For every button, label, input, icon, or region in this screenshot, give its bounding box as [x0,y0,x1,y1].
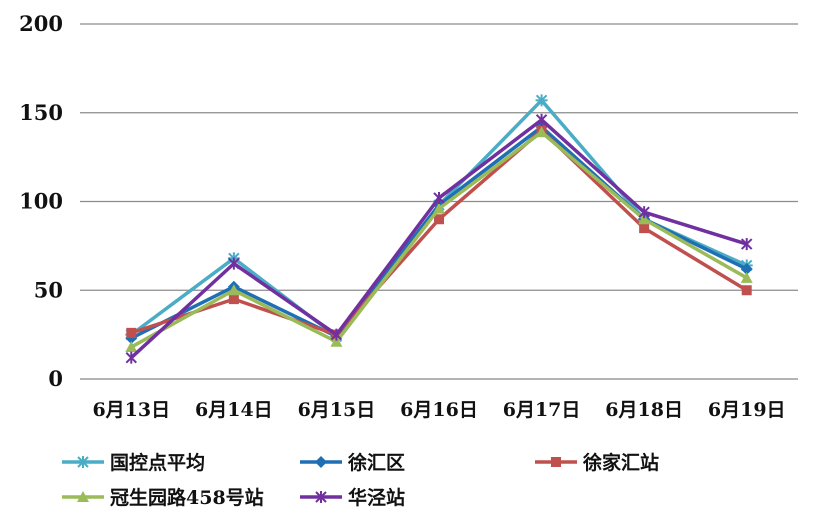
legend-label: 冠生园路458号站 [110,486,264,509]
data-point [535,113,548,126]
legend-item: 徐家汇站 [535,451,659,474]
x-tick-label: 6月18日 [605,399,683,421]
legend-item: 徐汇区 [300,451,405,474]
y-tick-label: 150 [19,100,63,125]
legend-marker [315,491,327,503]
data-point [740,271,753,283]
legend-label: 国控点平均 [110,451,205,474]
legend-item: 国控点平均 [62,451,205,474]
data-point [741,285,752,296]
y-tick-label: 50 [34,277,63,302]
data-point [125,351,137,364]
data-point [638,213,651,225]
series-4 [125,126,753,353]
legend-label: 徐家汇站 [582,451,659,474]
data-point [741,238,753,251]
legend-marker [77,491,89,502]
data-point [433,191,445,204]
data-point [125,341,138,353]
series-line [130,128,748,337]
x-tick-label: 6月17日 [503,399,581,421]
x-tick-label: 6月13日 [92,399,170,421]
series-line [130,130,748,349]
y-tick-label: 100 [19,189,63,214]
x-tick-label: 6月19日 [708,399,786,421]
data-point [228,257,240,270]
data-point [434,214,444,225]
series-2 [125,120,753,345]
legend-marker [315,456,327,468]
x-tick-label: 6月14日 [195,399,273,421]
data-point [330,335,343,347]
y-tick-label: 200 [19,11,63,36]
legend-label: 华泾站 [348,486,405,509]
data-point [330,328,343,341]
series-line [130,118,748,359]
legend-item: 华泾站 [300,486,405,509]
data-point [227,284,240,296]
data-point [535,126,548,138]
data-point [740,262,753,275]
legend-marker [551,457,561,467]
series-5 [125,113,753,364]
series-3 [126,125,752,340]
legend-item: 冠生园路458号站 [62,486,264,509]
data-point [639,223,650,234]
data-point [433,202,445,214]
data-point [228,294,239,305]
x-tick-label: 6月15日 [298,399,376,421]
x-tick-label: 6月16日 [400,399,478,421]
legend-marker [77,456,89,468]
data-point [535,94,548,107]
data-point [126,327,137,338]
data-point [638,206,650,219]
legend-label: 徐汇区 [347,451,405,474]
y-tick-label: 0 [48,366,63,391]
